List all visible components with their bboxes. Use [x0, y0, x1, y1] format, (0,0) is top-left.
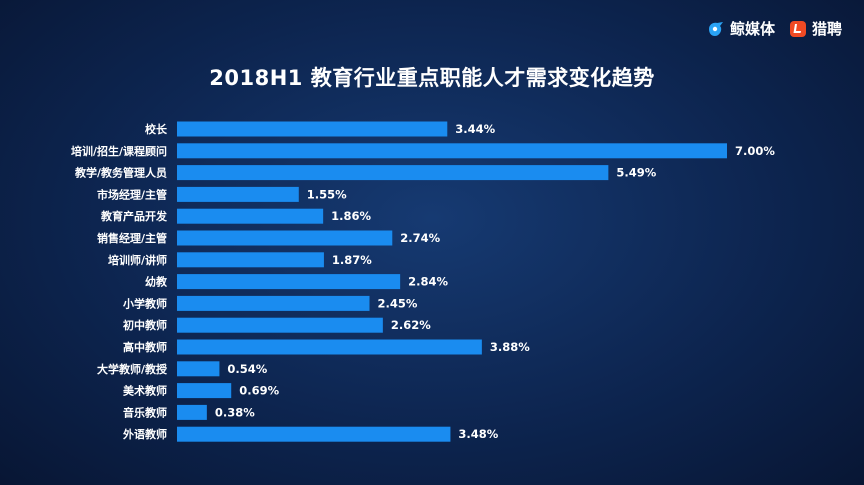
data-label: 3.48%: [458, 427, 498, 441]
category-label: 音乐教师: [123, 405, 167, 419]
data-label: 2.62%: [391, 318, 431, 332]
bar: [177, 274, 401, 290]
data-label: 0.54%: [227, 362, 267, 376]
bar: [177, 121, 448, 137]
brand-logos: 鲸媒体 猎聘: [707, 18, 842, 39]
bar: [177, 339, 482, 355]
jingmeiti-logo-text: 鲸媒体: [729, 20, 775, 38]
data-label: 1.55%: [307, 187, 347, 201]
bar: [177, 143, 727, 159]
jingmeiti-logo: 鲸媒体: [707, 18, 775, 39]
bar: [177, 317, 383, 333]
data-label: 3.44%: [455, 122, 495, 136]
category-label: 培训/招生/课程顾问: [71, 144, 167, 158]
bar: [177, 186, 299, 202]
category-label: 校长: [145, 122, 168, 136]
category-label: 外语教师: [122, 427, 167, 441]
data-label: 5.49%: [616, 166, 656, 180]
bar: [177, 361, 220, 377]
bar: [177, 426, 451, 442]
bar: [177, 295, 370, 311]
bar: [177, 383, 232, 399]
bar: [177, 165, 609, 181]
data-label: 3.88%: [490, 340, 530, 354]
category-label: 初中教师: [123, 318, 167, 332]
bar: [177, 208, 324, 224]
liepin-logo-text: 猎聘: [811, 20, 842, 38]
data-label: 1.86%: [331, 209, 371, 223]
data-label: 0.69%: [239, 384, 279, 398]
data-label: 0.38%: [215, 405, 255, 419]
liepin-icon: [789, 20, 806, 37]
data-label: 2.45%: [378, 296, 418, 310]
category-label: 高中教师: [123, 340, 167, 354]
data-label: 1.87%: [332, 253, 372, 267]
data-label: 2.84%: [408, 275, 448, 289]
bar: [177, 230, 393, 246]
category-label: 幼教: [145, 275, 168, 289]
chart-title: 2018H1 教育行业重点职能人才需求变化趋势: [209, 66, 655, 90]
category-label: 教育产品开发: [100, 209, 168, 223]
bar: [177, 404, 207, 420]
data-label: 2.74%: [400, 231, 440, 245]
data-label: 7.00%: [735, 144, 775, 158]
category-label: 市场经理/主管: [97, 187, 167, 201]
category-label: 小学教师: [122, 296, 167, 310]
category-label: 教学/教务管理人员: [74, 166, 167, 180]
category-label: 销售经理/主管: [97, 231, 167, 245]
liepin-logo: 猎聘: [789, 18, 842, 39]
category-label: 美术教师: [123, 384, 167, 398]
category-label: 培训师/讲师: [108, 253, 167, 267]
bar: [177, 252, 324, 268]
jingmeiti-icon: [708, 21, 723, 36]
category-label: 大学教师/教授: [97, 362, 168, 376]
